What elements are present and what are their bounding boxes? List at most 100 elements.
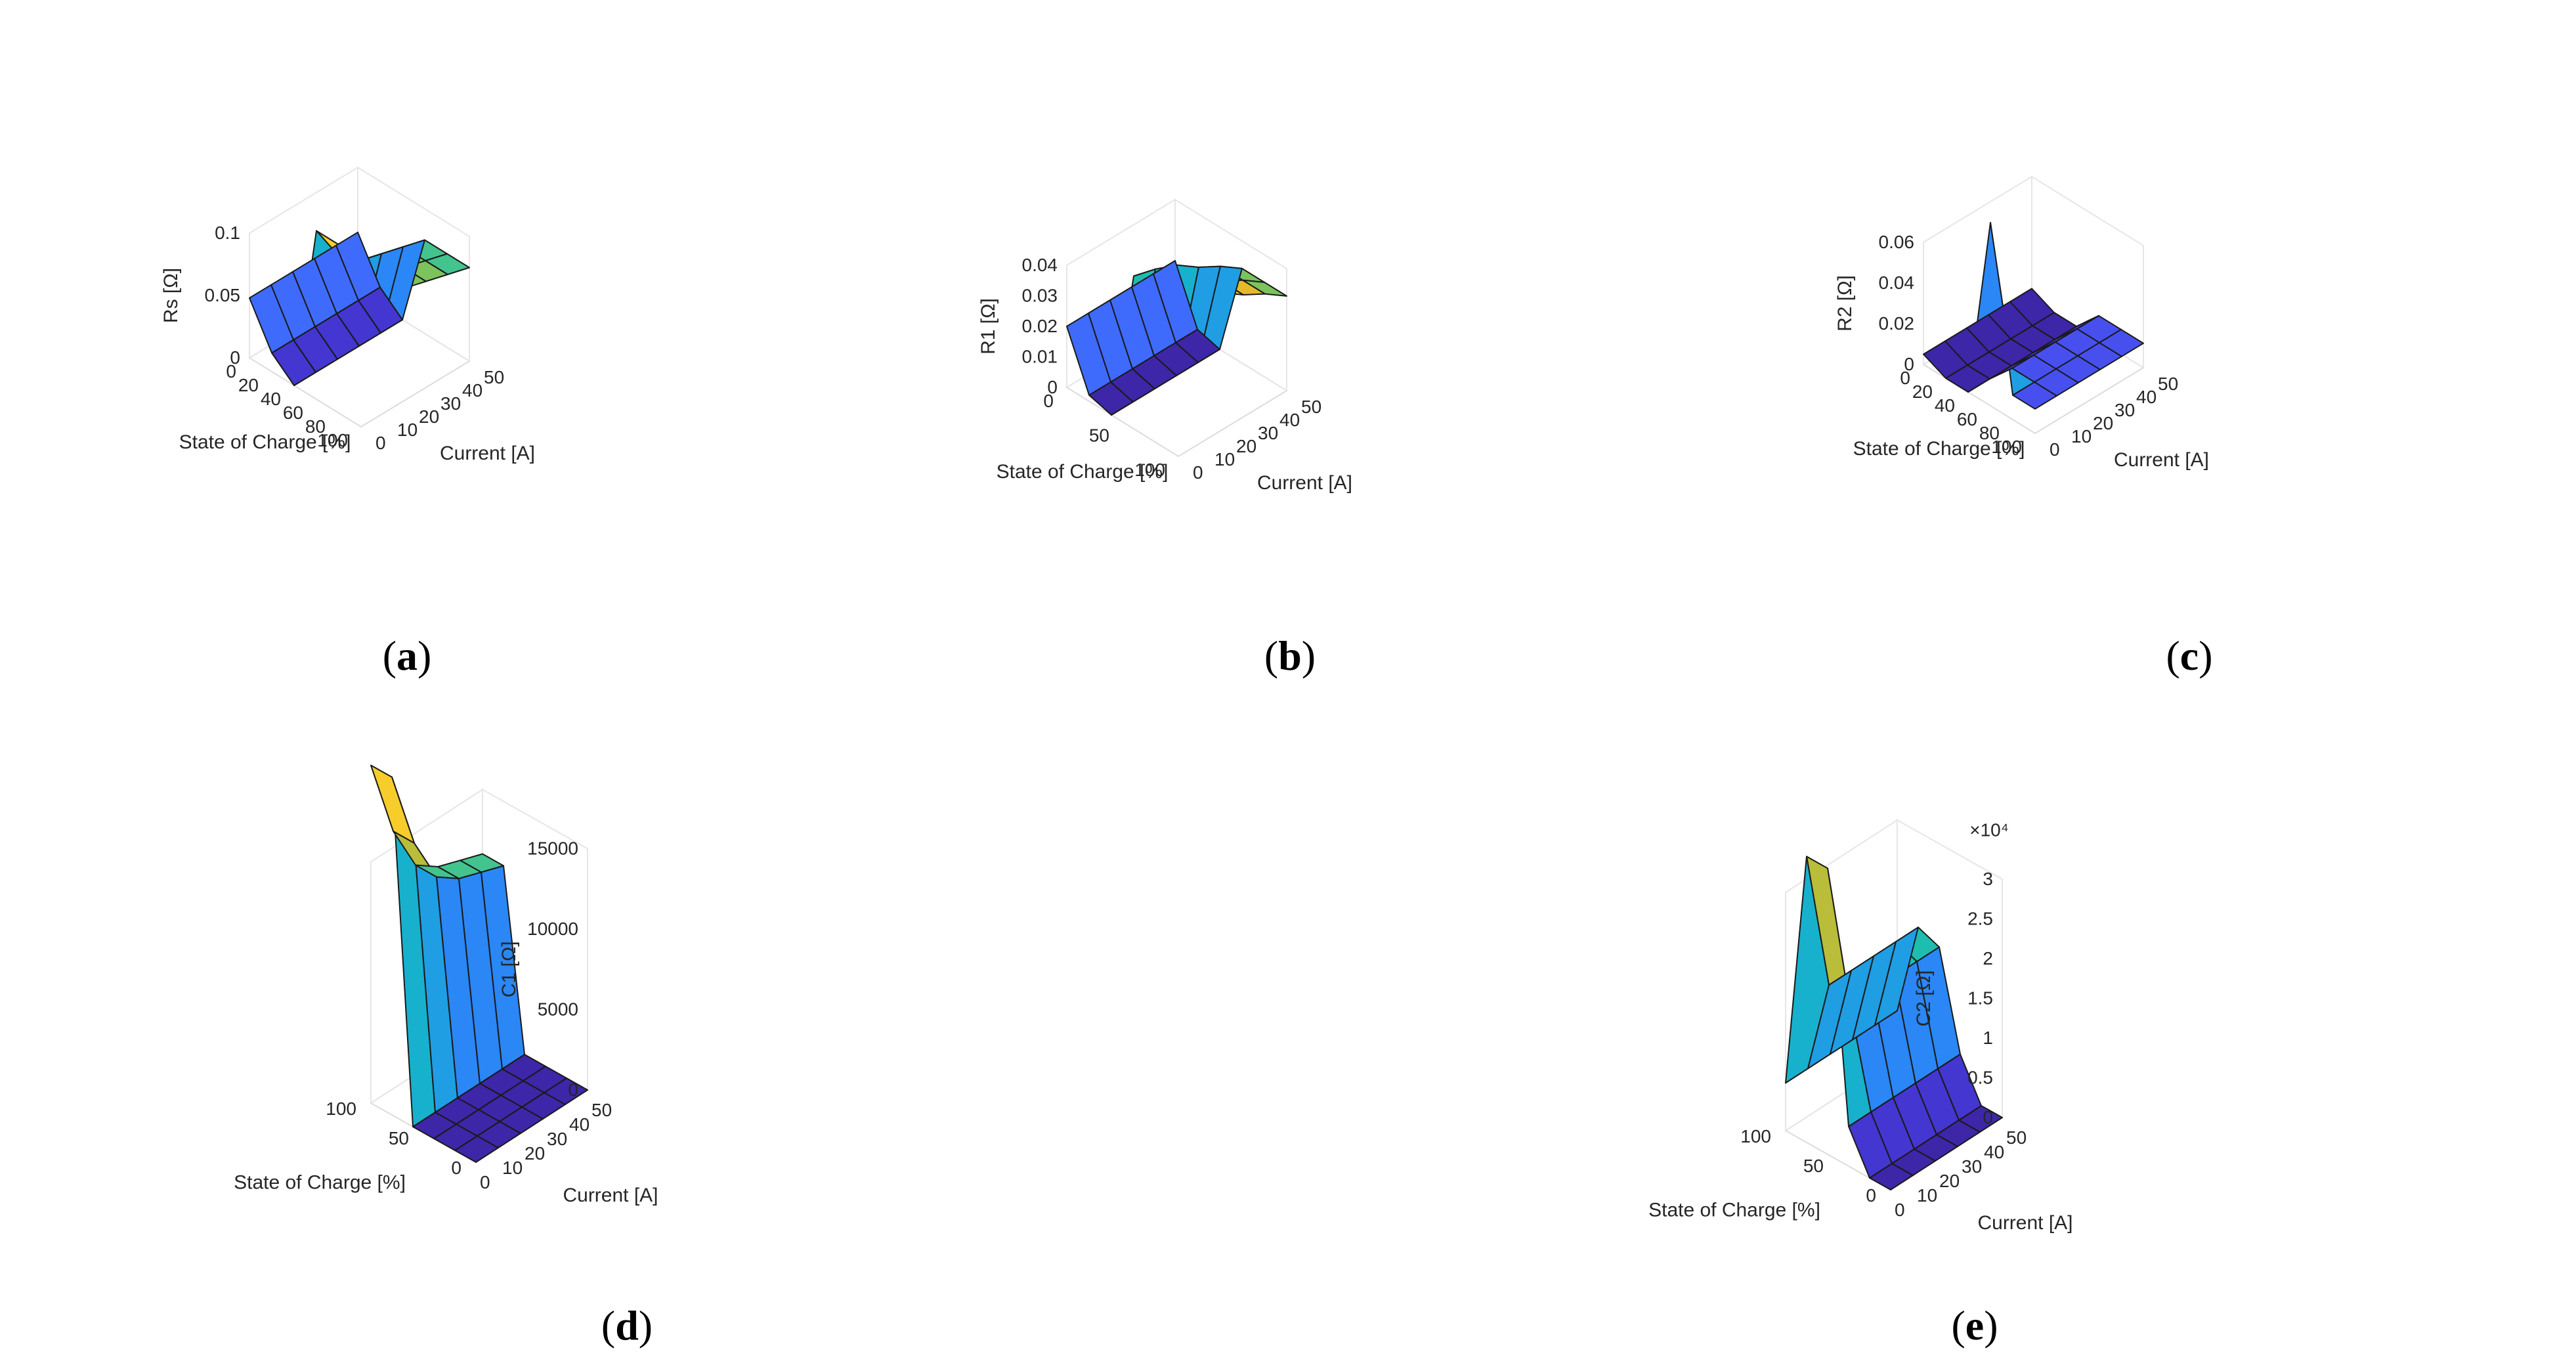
current-tick-label: 20 bbox=[525, 1143, 545, 1164]
soc-tick-label: 50 bbox=[1803, 1156, 1824, 1176]
current-tick-label: 20 bbox=[1939, 1171, 1960, 1191]
soc-tick-label: 100 bbox=[1134, 460, 1165, 480]
z-tick-label: 2 bbox=[1983, 948, 1993, 968]
current-tick-label: 30 bbox=[440, 393, 461, 414]
current-tick-label: 0 bbox=[2050, 439, 2060, 460]
z-multiplier: ×10⁴ bbox=[1969, 820, 2009, 840]
soc-tick-label: 40 bbox=[261, 389, 281, 409]
current-tick-label: 30 bbox=[1258, 423, 1278, 443]
current-tick-label: 40 bbox=[2136, 387, 2157, 407]
caption-b: (b) bbox=[1264, 632, 1316, 679]
soc-tick-label: 20 bbox=[1912, 381, 1933, 402]
z-tick-label: 0.02 bbox=[1879, 313, 1915, 334]
z-tick-label: 0 bbox=[230, 347, 240, 368]
current-tick-label: 10 bbox=[502, 1158, 523, 1178]
z-tick-label: 0.5 bbox=[1967, 1068, 1993, 1088]
current-tick-label: 50 bbox=[1301, 397, 1321, 417]
current-axis-label: Current [A] bbox=[440, 443, 535, 464]
z-tick-label: 0.03 bbox=[1022, 286, 1058, 306]
soc-tick-label: 100 bbox=[1740, 1126, 1771, 1146]
surface-face bbox=[1153, 260, 1198, 343]
z-axis-label: C1 [Ω] bbox=[498, 941, 520, 997]
z-tick-label: 0 bbox=[1904, 354, 1914, 374]
current-tick-label: 50 bbox=[2158, 374, 2178, 394]
current-tick-label: 20 bbox=[2093, 413, 2113, 433]
soc-tick-label: 50 bbox=[1089, 425, 1109, 446]
caption-a: (a) bbox=[383, 632, 432, 679]
current-tick-label: 20 bbox=[419, 406, 439, 427]
soc-tick-label: 20 bbox=[238, 375, 259, 395]
z-tick-label: 0.04 bbox=[1022, 255, 1058, 275]
soc-axis-label: State of Charge [%] bbox=[179, 431, 351, 453]
current-tick-label: 0 bbox=[480, 1172, 490, 1192]
caption-e-letter: e bbox=[1965, 1302, 1984, 1349]
surface-face bbox=[1874, 926, 1919, 1026]
z-axis-label: R1 [Ω] bbox=[977, 298, 999, 355]
z-tick-label: 1.5 bbox=[1967, 988, 1993, 1009]
surface-face bbox=[335, 231, 381, 301]
soc-tick-label: 40 bbox=[1935, 395, 1955, 416]
caption-c: (c) bbox=[2166, 632, 2212, 679]
current-tick-label: 0 bbox=[376, 433, 386, 453]
caption-d: (d) bbox=[601, 1302, 653, 1349]
z-tick-label: 0.01 bbox=[1022, 347, 1058, 367]
soc-tick-label: 0 bbox=[1900, 368, 1910, 388]
soc-tick-label: 80 bbox=[1979, 423, 2000, 443]
current-axis-label: Current [A] bbox=[2114, 449, 2209, 471]
z-tick-label: 10000 bbox=[527, 919, 578, 939]
z-tick-label: 0 bbox=[568, 1079, 578, 1100]
current-tick-label: 10 bbox=[1214, 449, 1235, 469]
soc-tick-label: 0 bbox=[1043, 391, 1054, 411]
soc-tick-label: 100 bbox=[326, 1099, 356, 1119]
soc-tick-label: 60 bbox=[1957, 409, 1977, 429]
soc-tick-label: 100 bbox=[317, 430, 348, 450]
z-axis-label: C2 [Ω] bbox=[1913, 970, 1935, 1027]
soc-axis-label: State of Charge [%] bbox=[1648, 1200, 1820, 1221]
current-tick-label: 40 bbox=[462, 380, 483, 401]
z-tick-label: 0.06 bbox=[1879, 232, 1915, 252]
current-tick-label: 40 bbox=[1279, 410, 1300, 430]
soc-axis-label: State of Charge [%] bbox=[997, 461, 1169, 483]
current-tick-label: 30 bbox=[1962, 1156, 1982, 1177]
caption-c-letter: c bbox=[2180, 632, 2199, 679]
soc-tick-label: 0 bbox=[226, 361, 236, 381]
soc-tick-label: 100 bbox=[1991, 437, 2022, 457]
soc-tick-label: 60 bbox=[283, 403, 303, 423]
current-tick-label: 30 bbox=[2114, 400, 2135, 420]
current-tick-label: 50 bbox=[591, 1100, 612, 1120]
current-tick-label: 10 bbox=[397, 420, 418, 440]
surface-face bbox=[370, 764, 415, 844]
current-tick-label: 20 bbox=[1236, 436, 1256, 456]
soc-axis-label: State of Charge [%] bbox=[1853, 438, 2025, 460]
current-axis-label: Current [A] bbox=[1257, 472, 1352, 494]
z-tick-label: 3 bbox=[1983, 869, 1993, 889]
current-tick-label: 0 bbox=[1193, 462, 1203, 483]
surface-face bbox=[2009, 288, 2055, 326]
z-tick-label: 1 bbox=[1983, 1028, 1993, 1048]
z-axis-label: R2 [Ω] bbox=[1834, 275, 1856, 332]
current-tick-label: 40 bbox=[1984, 1142, 2004, 1162]
surface-face bbox=[460, 853, 504, 873]
current-tick-label: 10 bbox=[2071, 426, 2092, 446]
z-tick-label: 2.5 bbox=[1967, 909, 1993, 929]
z-axis-label: Rs [Ω] bbox=[160, 268, 182, 323]
z-tick-label: 0.04 bbox=[1879, 272, 1915, 293]
soc-tick-label: 50 bbox=[389, 1128, 409, 1148]
current-axis-label: Current [A] bbox=[1977, 1212, 2072, 1234]
soc-tick-label: 80 bbox=[305, 416, 326, 437]
soc-axis-label: State of Charge [%] bbox=[234, 1172, 406, 1194]
soc-tick-label: 0 bbox=[451, 1158, 462, 1178]
current-axis-label: Current [A] bbox=[563, 1185, 658, 1206]
caption-e: (e) bbox=[1951, 1302, 1998, 1349]
caption-b-letter: b bbox=[1278, 632, 1302, 679]
soc-tick-label: 0 bbox=[1866, 1185, 1876, 1206]
z-tick-label: 0.02 bbox=[1022, 316, 1058, 336]
z-tick-label: 5000 bbox=[538, 999, 578, 1020]
caption-d-letter: d bbox=[615, 1302, 639, 1349]
